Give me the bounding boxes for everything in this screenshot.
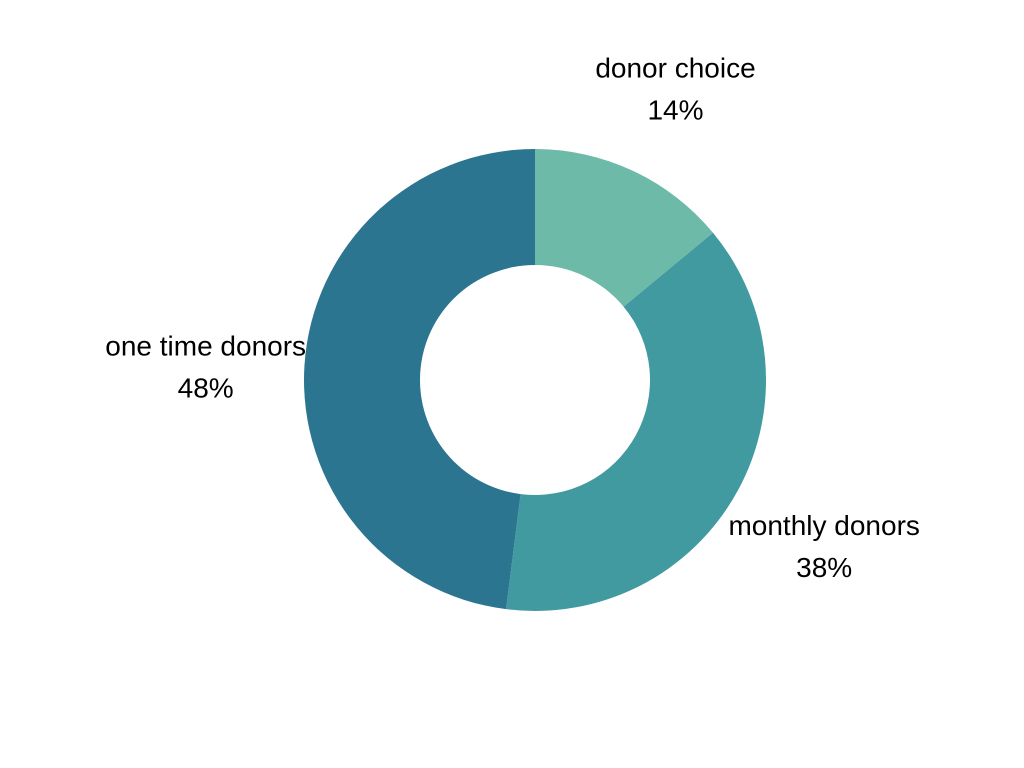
slice-label-one-time-donors: one time donors [105,330,306,361]
slice-value-donor-choice: 14% [647,94,703,125]
slices-group [304,149,766,611]
slice-donor-choice [535,149,713,307]
slice-one-time-donors [304,149,535,610]
slice-value-monthly-donors: 38% [796,552,852,583]
slice-label-monthly-donors: monthly donors [728,510,919,541]
slice-monthly-donors [506,232,766,611]
labels-group: donor choice 14% monthly donors 38% one time… [105,52,920,583]
slice-label-donor-choice: donor choice [595,52,755,83]
slice-value-one-time-donors: 48% [178,372,234,403]
